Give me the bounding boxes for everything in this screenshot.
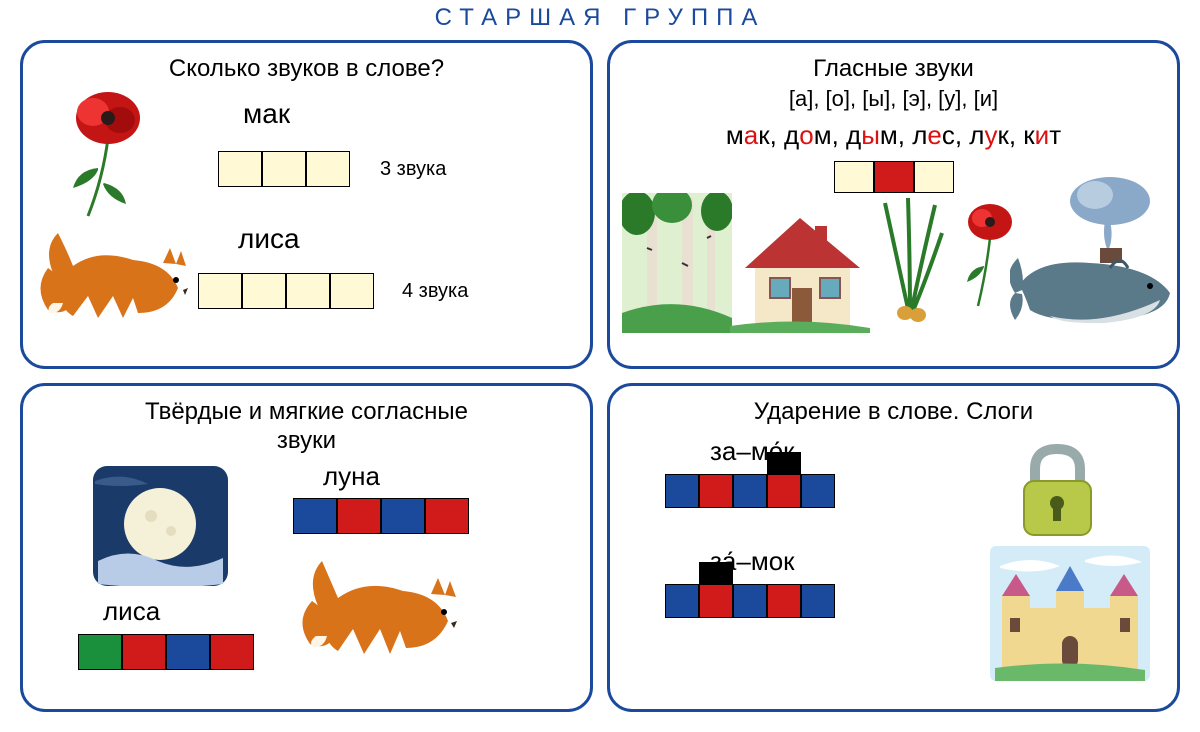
sound-cell xyxy=(767,474,801,508)
card1-title: Сколько звуков в слове? xyxy=(43,55,570,84)
vowel-word: кит xyxy=(1023,120,1061,150)
card-sound-count: Сколько звуков в слове? мак 3 звука xyxy=(20,40,593,369)
fox-icon xyxy=(38,218,188,328)
vowel-letter: и xyxy=(1035,120,1050,150)
word-luna: луна xyxy=(323,461,380,492)
sound-cell xyxy=(914,161,954,193)
vowel-word: лук xyxy=(969,120,1009,150)
sound-cell xyxy=(337,498,381,534)
house-icon xyxy=(730,208,870,333)
stress-marker xyxy=(699,562,733,584)
page-title: СТАРШАЯ ГРУППА xyxy=(0,0,1200,32)
sound-cell xyxy=(874,161,914,193)
sound-cell xyxy=(210,634,254,670)
sound-cell xyxy=(834,161,874,193)
vowel-letter: е xyxy=(927,120,941,150)
cells-zamok2 xyxy=(665,584,835,618)
sound-cell xyxy=(733,474,767,508)
vowel-word: дом xyxy=(784,120,832,150)
sound-cell xyxy=(699,474,733,508)
vowel-word: дым xyxy=(846,120,898,150)
sound-cell xyxy=(198,273,242,309)
word-lisa: лиса xyxy=(238,223,300,255)
card-grid: Сколько звуков в слове? мак 3 звука xyxy=(0,32,1200,732)
sound-cell xyxy=(122,634,166,670)
card3-title-l1: Твёрдые и мягкие согласные xyxy=(43,398,570,427)
vowel-letter: а xyxy=(744,120,758,150)
stress-marker xyxy=(767,452,801,474)
cells-mak xyxy=(218,151,350,187)
sound-cell xyxy=(425,498,469,534)
note-3-sounds: 3 звука xyxy=(380,158,446,181)
sound-cell xyxy=(166,634,210,670)
cells-lisa xyxy=(198,273,374,309)
sound-cell xyxy=(381,498,425,534)
card2-subtitle: [а], [о], [ы], [э], [у], [и] xyxy=(630,86,1157,112)
sound-cell xyxy=(767,584,801,618)
sound-cell xyxy=(733,584,767,618)
sound-cell xyxy=(665,474,699,508)
cells-vowel xyxy=(834,161,954,193)
sound-cell xyxy=(801,584,835,618)
vowel-word: лес xyxy=(912,120,955,150)
poppy-icon xyxy=(48,88,168,218)
card-consonants: Твёрдые и мягкие согласные звуки лиса лу… xyxy=(20,383,593,712)
note-4-sounds: 4 звука xyxy=(402,280,468,303)
whale-icon xyxy=(1010,238,1175,333)
vowel-words-row: мак, дом, дым, лес, лук, кит xyxy=(630,120,1157,151)
sound-cell xyxy=(665,584,699,618)
card4-title: Ударение в слове. Слоги xyxy=(630,398,1157,427)
word-mak: мак xyxy=(243,98,290,130)
vowel-letter: о xyxy=(799,120,813,150)
cells-lisa-c3 xyxy=(78,634,254,670)
cells-luna xyxy=(293,498,469,534)
sound-cell xyxy=(262,151,306,187)
vowel-letter: у xyxy=(984,120,997,150)
cells-zamok1 xyxy=(665,474,835,508)
padlock-icon xyxy=(1010,441,1105,541)
vowel-word: мак xyxy=(726,120,770,150)
word-lisa-c3: лиса xyxy=(103,596,160,627)
castle-icon xyxy=(990,546,1150,681)
sound-cell xyxy=(306,151,350,187)
sound-cell xyxy=(330,273,374,309)
forest-icon xyxy=(622,193,732,333)
sound-cell xyxy=(293,498,337,534)
card3-title-l2: звуки xyxy=(43,427,570,456)
card-vowels: Гласные звуки [а], [о], [ы], [э], [у], [… xyxy=(607,40,1180,369)
sound-cell xyxy=(242,273,286,309)
card-stress: Ударение в слове. Слоги за–мо́к за́–мок xyxy=(607,383,1180,712)
sound-cell xyxy=(218,151,262,187)
sound-cell xyxy=(801,474,835,508)
vowel-letter: ы xyxy=(861,120,880,150)
moon-icon xyxy=(93,466,228,586)
card2-title: Гласные звуки xyxy=(630,55,1157,84)
onion-icon xyxy=(870,193,950,323)
sound-cell xyxy=(78,634,122,670)
fox-icon-c3 xyxy=(298,546,458,666)
sound-cell xyxy=(286,273,330,309)
sound-cell xyxy=(699,584,733,618)
